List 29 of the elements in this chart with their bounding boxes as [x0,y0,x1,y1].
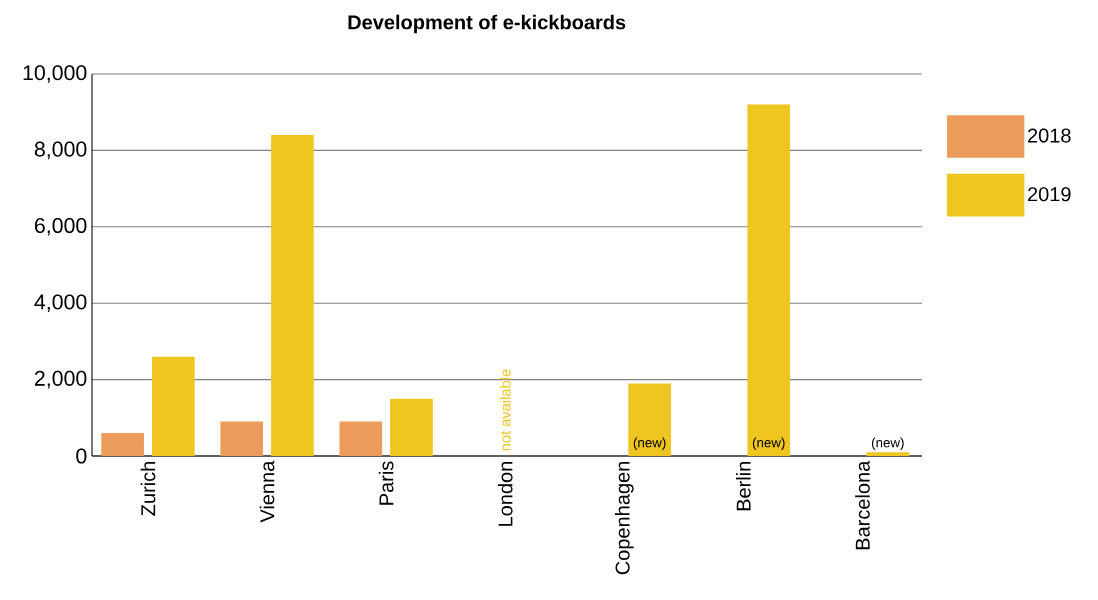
bar [220,421,264,456]
bar [866,452,910,456]
annotation: (new) [752,437,785,450]
bar [101,433,144,456]
x-tick-label: Paris [378,461,394,505]
annotation: (new) [871,437,904,450]
legend-label: 2019 [1028,187,1071,202]
bar [271,135,314,456]
chart-title: Development of e-kickboards [348,14,626,34]
bar [747,104,791,456]
y-tick-label: 4,000 [34,294,87,312]
bar [151,356,195,456]
bar [390,398,433,456]
bar [339,421,383,456]
bar [628,383,671,456]
annotation: (new) [633,437,666,450]
y-tick-label: 2,000 [34,370,87,389]
x-tick-label: Berlin [736,462,751,511]
y-tick-label: 10,000 [23,65,87,83]
legend-label: 2018 [1028,128,1071,143]
y-tick-label: 8,000 [34,141,87,160]
x-tick-label: Copenhagen [614,462,634,575]
x-tick-label: Zurich [140,462,156,516]
y-tick-label: 0 [76,448,87,464]
x-tick-label: Barcelona [855,460,870,550]
annotation: not available [499,369,511,451]
x-tick-label: Vienna [259,460,275,523]
x-tick-label: London [497,462,513,526]
y-tick-label: 6,000 [34,217,87,236]
